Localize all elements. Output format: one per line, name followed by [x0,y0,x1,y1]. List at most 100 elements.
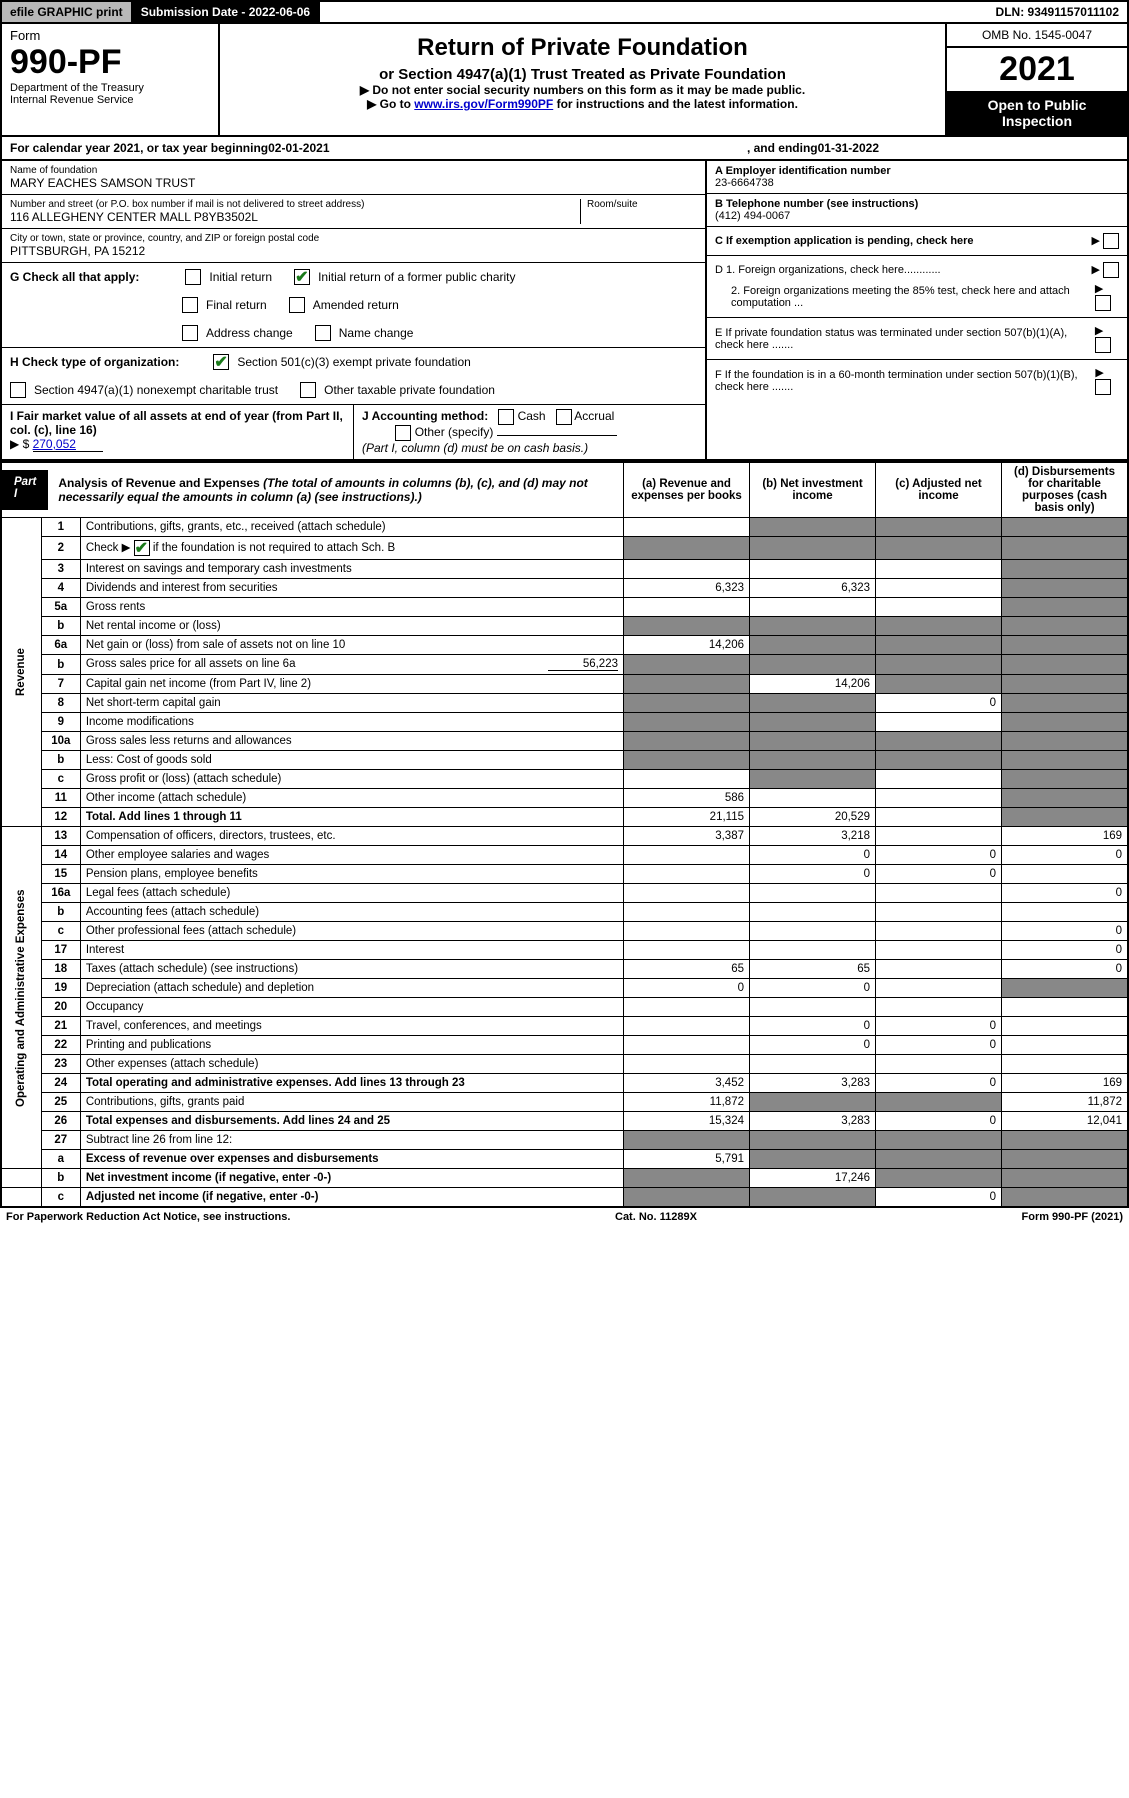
d2-checkbox[interactable] [1095,295,1111,311]
line-6a-desc: Net gain or (loss) from sale of assets n… [80,636,623,655]
line-12-a: 21,115 [624,808,750,827]
line-7-b: 14,206 [750,675,876,694]
city-state-zip: PITTSBURGH, PA 15212 [10,244,697,258]
form990pf-link[interactable]: www.irs.gov/Form990PF [414,97,553,111]
line-2-desc: Check ▶ if the foundation is not require… [80,537,623,560]
line-16c-no: c [41,922,80,941]
line-7-no: 7 [41,675,80,694]
initial-return-checkbox[interactable] [185,269,201,285]
fmv-value[interactable]: 270,052 [33,437,103,452]
other-taxable-label: Other taxable private foundation [324,383,495,397]
line-11-desc: Other income (attach schedule) [80,789,623,808]
line-5a-desc: Gross rents [80,598,623,617]
form-word: Form [10,28,210,43]
top-bar: efile GRAPHIC print Submission Date - 20… [0,0,1129,24]
line-12-b: 20,529 [750,808,876,827]
ssn-note: ▶ Do not enter social security numbers o… [226,83,939,97]
line-16c-desc: Other professional fees (attach schedule… [80,922,623,941]
line-16b-no: b [41,903,80,922]
schb-checkbox[interactable] [134,540,150,556]
accrual-label: Accrual [574,409,614,423]
ein-label: A Employer identification number [715,165,891,177]
line-26-b: 3,283 [750,1112,876,1131]
line-16a-desc: Legal fees (attach schedule) [80,884,623,903]
part1-table: Part I Analysis of Revenue and Expenses … [0,461,1129,1208]
c-checkbox[interactable] [1103,233,1119,249]
line-13-d: 169 [1002,827,1129,846]
line-24-b: 3,283 [750,1074,876,1093]
line-8-no: 8 [41,694,80,713]
line-10c-desc: Gross profit or (loss) (attach schedule) [80,770,623,789]
line-22-desc: Printing and publications [80,1036,623,1055]
4947-checkbox[interactable] [10,382,26,398]
line-14-b: 0 [750,846,876,865]
line-14-c: 0 [876,846,1002,865]
cash-label: Cash [518,409,546,423]
col-a-header: (a) Revenue and expenses per books [624,462,750,518]
line-1-no: 1 [41,518,80,537]
initial-former-checkbox[interactable] [294,269,310,285]
line-16a-d: 0 [1002,884,1129,903]
g-label: G Check all that apply: [10,270,139,284]
line-12-desc: Total. Add lines 1 through 11 [86,811,242,823]
line-7-desc: Capital gain net income (from Part IV, l… [80,675,623,694]
line-24-c: 0 [876,1074,1002,1093]
line-21-b: 0 [750,1017,876,1036]
501c3-checkbox[interactable] [213,354,229,370]
line-8-c: 0 [876,694,1002,713]
room-label: Room/suite [587,199,697,210]
cal-begin: 02-01-2021 [268,141,329,155]
d1-checkbox[interactable] [1103,262,1119,278]
address-change-checkbox[interactable] [182,325,198,341]
line-19-no: 19 [41,979,80,998]
line-4-desc: Dividends and interest from securities [80,579,623,598]
line-25-desc: Contributions, gifts, grants paid [80,1093,623,1112]
line-27c-no: c [41,1188,80,1208]
e-checkbox[interactable] [1095,337,1111,353]
cash-checkbox[interactable] [498,409,514,425]
line-26-a: 15,324 [624,1112,750,1131]
amended-return-checkbox[interactable] [289,297,305,313]
d2-label: 2. Foreign organizations meeting the 85%… [715,285,1095,309]
dept-treasury: Department of the Treasury [10,82,210,94]
line-10a-desc: Gross sales less returns and allowances [80,732,623,751]
revenue-section-label: Revenue [1,518,41,827]
other-taxable-checkbox[interactable] [300,382,316,398]
entity-info: Name of foundation MARY EACHES SAMSON TR… [0,161,1129,461]
line-6a-no: 6a [41,636,80,655]
other-method-checkbox[interactable] [395,425,411,441]
line-27c-desc: Adjusted net income (if negative, enter … [86,1191,319,1203]
line-27b-desc: Net investment income (if negative, ente… [86,1172,331,1184]
line-24-d: 169 [1002,1074,1129,1093]
form-title: Return of Private Foundation [226,34,939,62]
line-27-no: 27 [41,1131,80,1150]
line-17-no: 17 [41,941,80,960]
line-11-a: 586 [624,789,750,808]
part1-tag: Part I [2,470,48,510]
final-return-checkbox[interactable] [182,297,198,313]
line-14-desc: Other employee salaries and wages [80,846,623,865]
line-4-b: 6,323 [750,579,876,598]
line-26-d: 12,041 [1002,1112,1129,1131]
other-method-label: Other (specify) [415,425,494,439]
accrual-checkbox[interactable] [556,409,572,425]
form-header: Form 990-PF Department of the Treasury I… [0,24,1129,137]
i-label: I Fair market value of all assets at end… [10,409,343,437]
line-10b-no: b [41,751,80,770]
line-21-c: 0 [876,1017,1002,1036]
open-to-public: Open to Public Inspection [947,91,1127,135]
efile-print-button[interactable]: efile GRAPHIC print [2,2,133,22]
foundation-name: MARY EACHES SAMSON TRUST [10,176,697,190]
line-14-d: 0 [1002,846,1129,865]
name-change-checkbox[interactable] [315,325,331,341]
f-checkbox[interactable] [1095,379,1111,395]
goto-note: ▶ Go to www.irs.gov/Form990PF for instru… [226,97,939,111]
line-14-no: 14 [41,846,80,865]
j-label: J Accounting method: [362,409,488,423]
col-d-header: (d) Disbursements for charitable purpose… [1002,462,1129,518]
line-18-b: 65 [750,960,876,979]
phone-value: (412) 494-0067 [715,210,790,222]
line-24-no: 24 [41,1074,80,1093]
line-16c-d: 0 [1002,922,1129,941]
initial-former-label: Initial return of a former public charit… [318,270,515,284]
